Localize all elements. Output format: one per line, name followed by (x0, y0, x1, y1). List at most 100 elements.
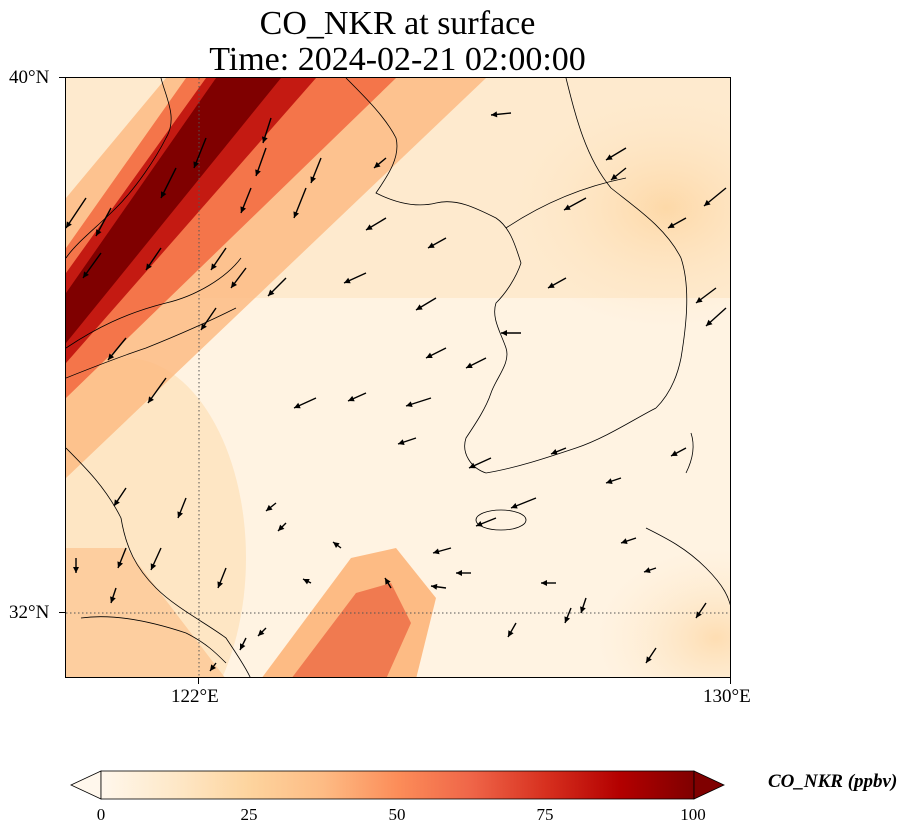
wind-vector-head-64 (696, 611, 702, 618)
wind-vector-head-31 (668, 222, 675, 228)
wind-vector-head-6 (83, 271, 89, 278)
wind-vector-head-8 (211, 263, 217, 270)
wind-vector-head-48 (431, 583, 438, 590)
wind-vector-head-0 (66, 221, 72, 228)
map-panel[interactable] (65, 77, 731, 678)
coastlines (66, 78, 730, 677)
wind-vector-head-59 (385, 578, 391, 585)
east-haze (506, 88, 730, 328)
wind-vector-head-19 (366, 224, 373, 230)
yangtze-estuary (80, 616, 227, 664)
wind-vector-head-9 (240, 206, 247, 213)
wind-vector-head-47 (456, 570, 462, 576)
lat-tick-32n: 32°N (9, 602, 50, 623)
wind-vector-head-61 (564, 616, 571, 623)
wind-vector-head-36 (294, 402, 301, 409)
wind-vector-head-44 (644, 567, 651, 573)
colorbar-tick-75: 75 (536, 805, 554, 824)
wind-vector-head-26 (501, 330, 507, 336)
wind-vector-head-51 (117, 561, 124, 568)
wind-vector-head-25 (491, 111, 498, 118)
wind-vector-0 (66, 197, 87, 229)
jeju-island (475, 509, 527, 531)
wind-vector-head-68 (258, 629, 265, 636)
wind-vector-head-69 (210, 664, 216, 671)
wind-vector-head-12 (108, 353, 115, 360)
coastline-korea-northwest (345, 78, 522, 264)
wind-vector-head-43 (621, 538, 628, 544)
coastline-shandong (66, 307, 237, 379)
tickmark-122e (198, 678, 199, 684)
wind-vector-head-33 (704, 199, 711, 206)
wind-vector-head-29 (606, 154, 613, 160)
kyushu-coast (645, 527, 730, 606)
concentration-map (66, 78, 730, 677)
wind-vector-head-54 (217, 581, 224, 588)
wind-vector-head-28 (564, 204, 571, 210)
colorbar-tick-100: 100 (680, 805, 706, 824)
map-title: CO_NKR at surface (259, 5, 536, 42)
map-time-subtitle: Time: 2024-02-21 02:00:00 (209, 41, 586, 78)
tsushima-island (685, 432, 694, 474)
wind-vector-head-2 (161, 191, 167, 198)
lat-tick-40n: 40°N (9, 67, 50, 88)
wind-vector-head-5 (261, 136, 268, 143)
wind-vector-head-13 (148, 396, 154, 403)
coastline-korea-west (464, 262, 522, 474)
lon-tick-122e: 122°E (171, 686, 219, 707)
colorbar (70, 770, 725, 800)
tickmark-32n (59, 612, 65, 613)
colorbar-gradient (100, 770, 695, 800)
wind-vectors (66, 111, 727, 672)
wind-vector-head-16 (268, 289, 275, 296)
wind-vector-head-1 (96, 229, 102, 236)
wind-vector-head-39 (469, 462, 476, 469)
main-plume-mid (66, 78, 396, 398)
wind-vector-head-17 (344, 277, 351, 284)
coastline-bohai-south (66, 257, 242, 349)
coastline-china-east (66, 447, 251, 677)
wind-vector-head-18 (374, 161, 381, 168)
wind-vector-head-66 (73, 567, 79, 573)
wind-vector-head-10 (293, 211, 300, 218)
wind-vector-head-41 (551, 448, 558, 455)
wind-vector-head-40 (511, 502, 518, 509)
wind-vector-head-4 (255, 169, 261, 176)
wind-vector-head-15 (231, 281, 237, 288)
wind-vector-head-50 (114, 499, 120, 506)
wind-vector-head-21 (416, 304, 423, 310)
wind-vector-head-30 (611, 173, 618, 180)
wind-vector-head-35 (671, 450, 678, 456)
tickmark-130e (730, 678, 731, 684)
wind-vector-head-63 (646, 656, 652, 663)
wind-vector-head-27 (548, 282, 555, 288)
colorbar-tick-0: 0 (96, 805, 106, 824)
coastline-liaodong (66, 78, 172, 259)
wind-vector-head-14 (201, 323, 207, 330)
wind-vector-head-11 (310, 176, 317, 183)
southwest-haze (66, 548, 225, 677)
lon-tick-130e: 130°E (703, 686, 751, 707)
colorbar-label: CO_NKR (ppbv) (768, 771, 898, 792)
south-plume-inner (292, 583, 411, 677)
wind-vector-head-56 (278, 524, 285, 531)
wind-vector-head-57 (303, 579, 310, 585)
wind-vector-head-46 (433, 548, 440, 555)
wind-vector-head-38 (398, 439, 405, 445)
wind-vector-head-23 (406, 401, 413, 408)
wind-vector-head-49 (541, 580, 547, 586)
wind-vector-head-37 (348, 395, 355, 402)
coastline-korea-south (485, 407, 657, 474)
colorbar-tick-25: 25 (240, 805, 258, 824)
wind-vector-head-3 (193, 161, 200, 168)
main-plume-inner (66, 78, 316, 363)
wind-vector-head-7 (146, 263, 152, 270)
wind-vector-head-62 (580, 606, 586, 613)
wind-vector-head-42 (606, 478, 613, 484)
dmz-border (505, 177, 627, 229)
wind-vector-head-55 (266, 504, 273, 511)
wind-vector-head-60 (508, 630, 514, 637)
wind-vector-head-22 (426, 352, 433, 358)
colorbar-extend-max (693, 770, 725, 800)
colorbar-extend-min (70, 770, 102, 800)
